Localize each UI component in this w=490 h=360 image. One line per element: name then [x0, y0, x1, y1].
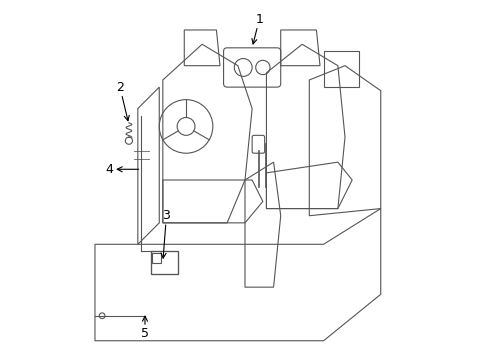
Text: 1: 1 — [252, 13, 263, 44]
Text: 4: 4 — [105, 163, 139, 176]
Text: 3: 3 — [161, 209, 171, 258]
Text: 2: 2 — [116, 81, 129, 121]
Text: 5: 5 — [141, 316, 149, 340]
